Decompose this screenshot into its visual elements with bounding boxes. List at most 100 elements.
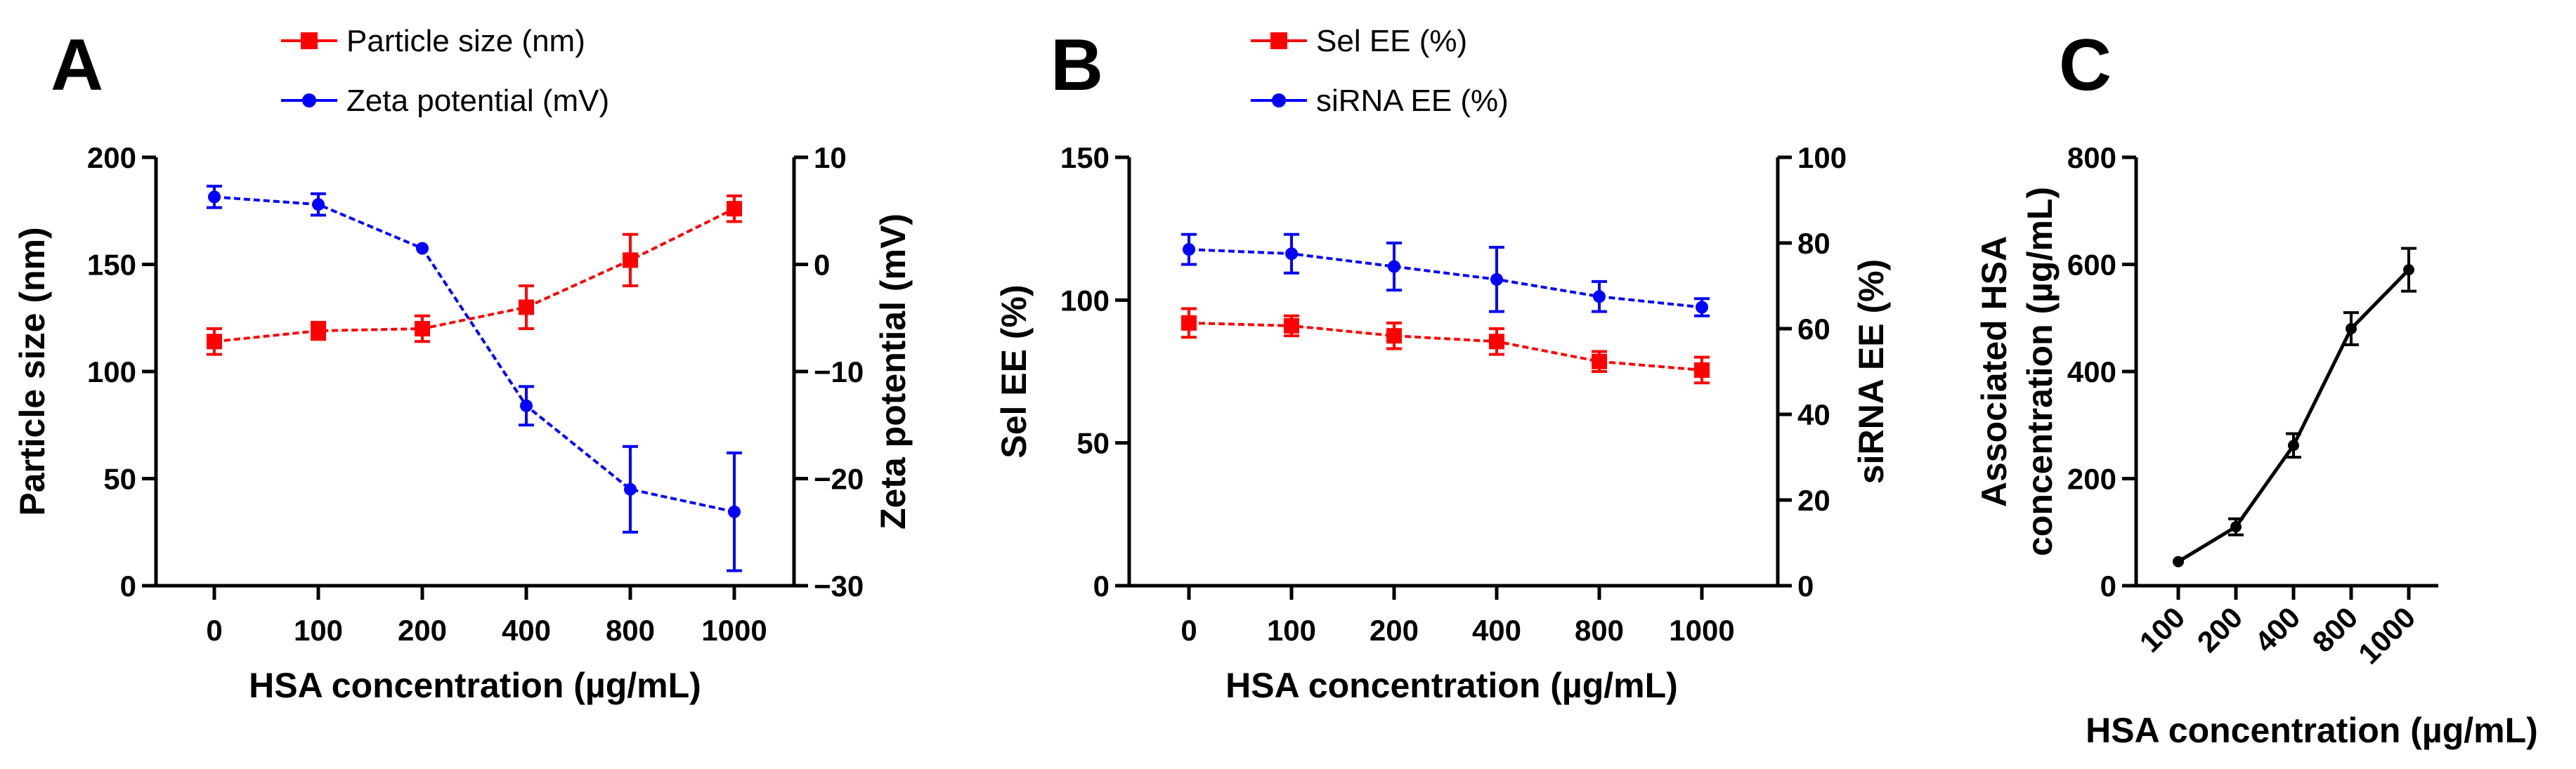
panel-b-x-title: HSA concentration (µg/mL) [1225,666,1678,705]
panel-c-y-tick-label-4: 800 [2067,141,2116,174]
panel-b-sirna-ee-point-0 [1183,243,1195,256]
panel-c-series [2173,247,2416,567]
panel-a-label: A [51,25,103,106]
panel-c-associated-hsa-point-2 [2288,440,2299,452]
panel-a-x-tick-label-1: 100 [294,614,343,647]
panel-a-x-tick-label-2: 200 [398,614,447,647]
panel-a-y-ticks: 0 50 100 150 200 [87,141,156,603]
panel-c-associated-hsa-line [2177,268,2410,563]
panel-c-x-tick-label-4: 1000 [2352,600,2421,670]
panel-b-y-tick-label-0: 0 [1093,570,1110,603]
panel-b-sel-ee-point-4 [1592,353,1607,369]
panel-a-y-tick-label-3: 150 [87,249,136,282]
panel-b-y-tick-label-3: 150 [1060,141,1110,174]
panel-a-zeta-point-1 [312,198,325,211]
panel-a-y2-tick-label-1: −20 [814,463,864,496]
panel-b-sel-ee-point-0 [1181,315,1197,331]
panel-a-particle-size-point-3 [519,299,534,315]
panel-c-associated-hsa-point-1 [2230,521,2242,533]
panel-b-y2-tick-label-0: 0 [1797,570,1814,603]
panel-a-y2-tick-label-2: −10 [814,355,864,388]
panel-b-y-title: Sel EE (%) [994,284,1034,458]
panel-b: B Sel EE (%) siRNA EE (%) 0 50 100 150 0 20 4… [994,24,1891,705]
panel-b-y2-tick-label-4: 80 [1797,227,1830,260]
panel-a-y2-tick-label-4: 10 [814,141,847,174]
legend-a-text-2: Zeta potential (mV) [346,84,609,118]
panel-a-particle-size-line [214,207,735,343]
panel-a: A Particle size (nm) Zeta potential (mV)… [13,24,913,705]
panel-b-y2-title: siRNA EE (%) [1852,259,1891,484]
panel-a-particle-size-point-1 [311,323,326,339]
panel-c-y-ticks: 0 200 400 600 800 [2067,141,2136,603]
panel-b-y2-tick-label-3: 60 [1797,313,1830,346]
panel-a-y-title: Particle size (nm) [13,227,52,515]
panel-b-sirna-ee-line [1188,248,1703,309]
panel-c-y-tick-label-1: 200 [2067,463,2116,496]
legend-a-text-1: Particle size (nm) [346,24,585,58]
panel-b-y2-ticks: 0 20 40 60 80 100 [1778,141,1847,603]
panel-b-y-tick-label-1: 50 [1076,427,1110,460]
panel-c-y-tick-label-3: 600 [2067,249,2116,282]
panel-a-y-tick-label-4: 200 [87,141,136,174]
panel-b-sirna-ee-point-3 [1490,272,1503,286]
panel-a-y-tick-label-0: 0 [120,570,136,603]
panel-b-sirna-ee-point-1 [1285,247,1298,261]
panel-b-x-tick-label-2: 200 [1370,614,1419,647]
panel-b-series [1181,232,1710,385]
panel-c-x-tick-label-2: 400 [2249,600,2307,659]
panel-c-y-title-line-1: Associated HSA [1975,236,2014,507]
panel-c-y-title-line-2: concentration (µg/mL) [2020,187,2060,556]
panel-b-sel-ee-line [1188,321,1703,372]
panel-b-x-tick-label-3: 400 [1472,614,1521,647]
panel-a-zeta-line [214,195,735,513]
panel-a-x-tick-label-3: 400 [502,614,551,647]
panel-a-zeta-point-3 [520,399,533,412]
panel-a-zeta-point-5 [728,505,741,518]
panel-b-sirna-ee-point-5 [1696,301,1708,314]
panel-a-series [207,185,742,572]
legend-a-marker-2 [302,93,316,107]
panel-a-y-tick-label-1: 50 [103,463,136,496]
panel-b-sel-ee-point-1 [1284,317,1299,334]
panel-a-x-tick-label-5: 1000 [701,614,767,647]
panel-a-zeta-point-0 [208,190,221,204]
panel-a-y-tick-label-2: 100 [87,355,136,388]
panel-a-y2-title: Zeta potential (mV) [873,213,913,530]
panel-a-x-ticks: 0 100 200 400 800 1000 [206,586,767,647]
panel-c-label: C [2059,25,2112,106]
panel-b-x-tick-label-1: 100 [1267,614,1316,647]
legend-b: Sel EE (%) siRNA EE (%) [1251,24,1509,118]
panel-b-sel-ee-point-5 [1694,362,1710,378]
panel-b-y2-tick-label-1: 20 [1797,484,1830,517]
panel-a-y2-tick-label-0: −30 [814,570,864,603]
panel-b-sel-ee-point-3 [1489,334,1504,350]
legend-a-marker-1 [301,32,318,49]
panel-c-associated-hsa-point-0 [2173,556,2184,567]
panel-b-y2-tick-label-5: 100 [1797,141,1847,174]
panel-a-zeta-point-4 [624,482,637,496]
panel-b-sirna-ee-point-4 [1593,290,1606,303]
panel-b-y-ticks: 0 50 100 150 [1060,141,1129,603]
panel-a-particle-size-point-4 [623,252,638,268]
panel-a-particle-size-point-5 [727,201,742,217]
panel-c-associated-hsa-point-4 [2403,264,2414,276]
panel-b-x-tick-label-4: 800 [1575,614,1624,647]
legend-b-marker-2 [1272,93,1286,107]
panel-a-x-tick-label-0: 0 [206,614,222,647]
panel-b-x-ticks: 0 100 200 400 800 1000 [1180,586,1735,647]
legend-b-marker-1 [1270,32,1287,49]
panel-b-y-tick-label-2: 100 [1060,284,1110,317]
panel-c-x-tick-label-0: 100 [2133,600,2192,659]
panel-a-zeta-point-2 [416,242,429,255]
panel-c-y-tick-label-2: 400 [2067,355,2116,388]
panel-b-x-tick-label-0: 0 [1180,614,1197,647]
panel-a-x-title: HSA concentration (µg/mL) [249,666,701,705]
panel-c-y-tick-label-0: 0 [2100,570,2116,603]
panel-a-y2-tick-label-3: 0 [814,249,830,282]
panel-c-x-tick-label-1: 200 [2191,600,2249,659]
panel-b-x-tick-label-5: 1000 [1669,614,1734,647]
legend-b-text-2: siRNA EE (%) [1316,84,1509,118]
